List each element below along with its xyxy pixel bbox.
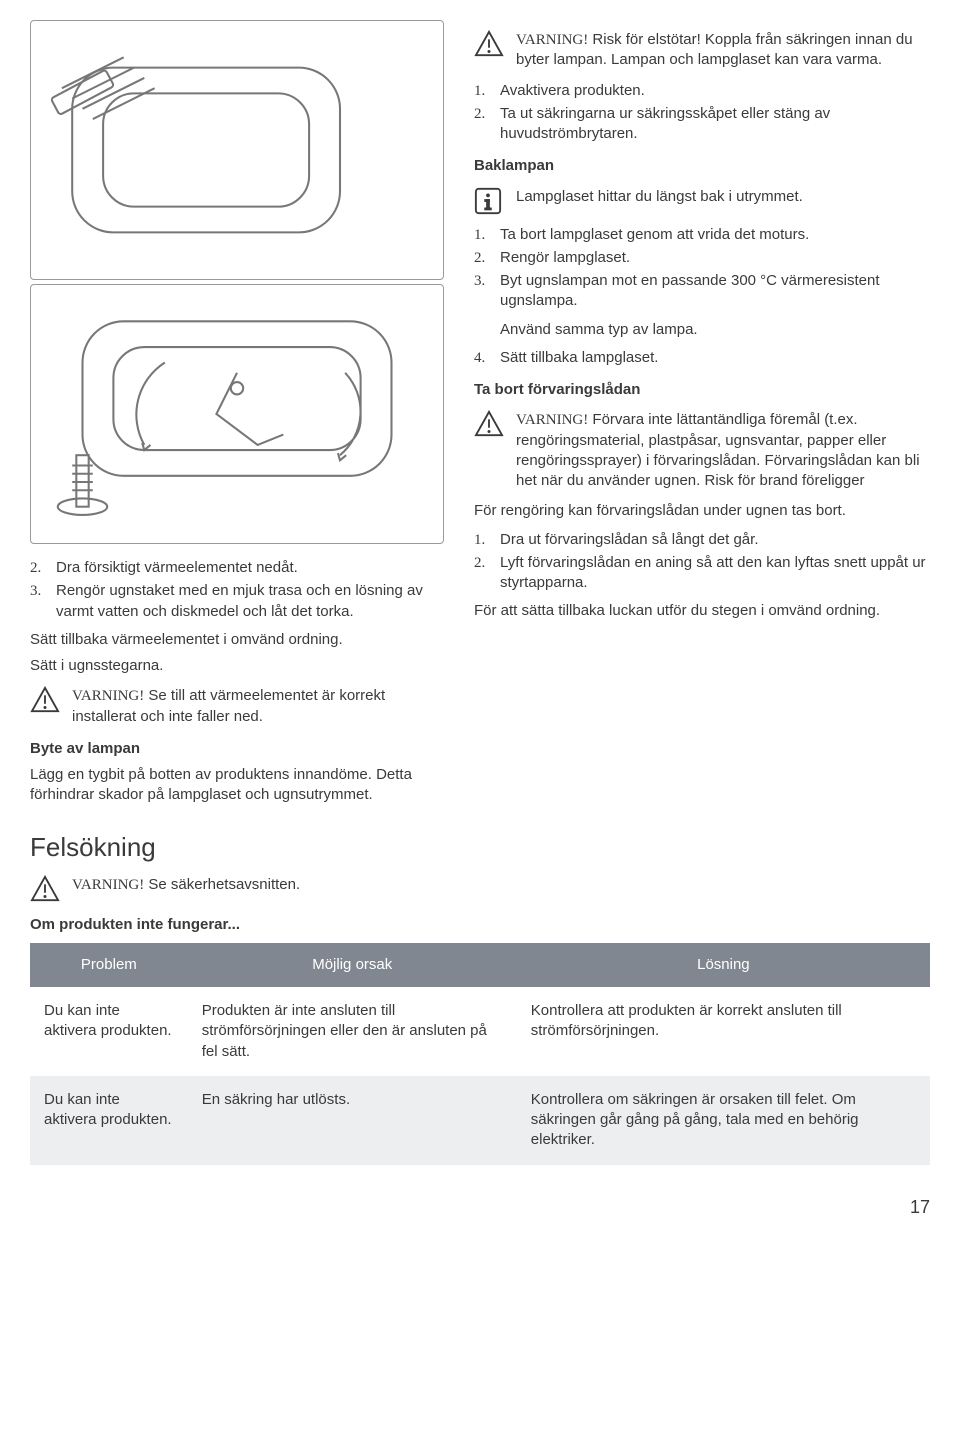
th-problem: Problem [30, 943, 188, 987]
warning-storage-drawer: VARNING! Förvara inte lättantändliga för… [474, 410, 930, 491]
heating-element-figure-2 [30, 284, 444, 544]
heading-om-produkten: Om produkten inte fungerar... [30, 915, 930, 935]
list-item: 1.Avaktivera produkten. [474, 81, 930, 101]
list-item: 1.Dra ut förvaringslådan så långt det gå… [474, 530, 930, 550]
troubleshooting-table: Problem Möjlig orsak Lösning Du kan inte… [30, 943, 930, 1165]
th-cause: Möjlig orsak [188, 943, 517, 987]
list-item: 2.Ta ut säkringarna ur säkringsskåpet el… [474, 104, 930, 145]
info-icon [474, 187, 504, 215]
two-column-layout: 2.Dra försiktigt värmeelementet nedåt. 3… [30, 20, 930, 812]
storage-para-1: För rengöring kan förvaringslådan under … [474, 501, 930, 521]
warning-see-safety: VARNING! Se säkerhetsavsnitten. [30, 875, 930, 903]
right-mid-steps-2: 4.Sätt tillbaka lampglaset. [474, 348, 930, 368]
table-row: Du kan inte aktivera produkten. Produkte… [30, 987, 930, 1076]
heading-byte-av-lampan: Byte av lampan [30, 739, 444, 759]
heating-element-figure-1 [30, 20, 444, 280]
left-column: 2.Dra försiktigt värmeelementet nedåt. 3… [30, 20, 444, 812]
list-item: 3.Byt ugnslampan mot en passande 300 °C … [474, 271, 930, 312]
heading-baklampan: Baklampan [474, 156, 930, 176]
warning-icon [474, 30, 504, 58]
heading-felsokning: Felsökning [30, 830, 930, 865]
right-mid-steps: 1.Ta bort lampglaset genom att vrida det… [474, 225, 930, 312]
warning-icon [474, 410, 504, 438]
left-steps-list: 2.Dra försiktigt värmeelementet nedåt. 3… [30, 558, 444, 622]
list-item: 4.Sätt tillbaka lampglaset. [474, 348, 930, 368]
list-item: 2.Lyft förvaringslådan en aning så att d… [474, 553, 930, 594]
right-column: VARNING! Risk för elstötar! Koppla från … [474, 20, 930, 812]
mid-para-samelamp: Använd samma typ av lampa. [474, 320, 930, 340]
info-lampglas: Lampglaset hittar du längst bak i utrymm… [474, 187, 930, 215]
th-solution: Lösning [517, 943, 930, 987]
storage-steps: 1.Dra ut förvaringslådan så långt det gå… [474, 530, 930, 594]
warning-icon [30, 686, 60, 714]
warning-electric-shock: VARNING! Risk för elstötar! Koppla från … [474, 30, 930, 71]
list-item: 2.Dra försiktigt värmeelementet nedåt. [30, 558, 444, 578]
list-item: 2.Rengör lampglaset. [474, 248, 930, 268]
list-item: 3.Rengör ugnstaket med en mjuk trasa och… [30, 581, 444, 622]
page-number: 17 [30, 1195, 930, 1219]
storage-para-2: För att sätta tillbaka luckan utför du s… [474, 601, 930, 621]
byte-paragraph: Lägg en tygbit på botten av produktens i… [30, 765, 444, 806]
table-row: Du kan inte aktivera produkten. En säkri… [30, 1076, 930, 1165]
left-para-1: Sätt tillbaka värmeelementet i omvänd or… [30, 630, 444, 650]
warning-icon [30, 875, 60, 903]
right-top-steps: 1.Avaktivera produkten. 2.Ta ut säkringa… [474, 81, 930, 145]
heading-ta-bort-forvaringsladan: Ta bort förvaringslådan [474, 380, 930, 400]
left-para-2: Sätt i ugnsstegarna. [30, 656, 444, 676]
warning-heat-element: VARNING! Se till att värmeelementet är k… [30, 686, 444, 727]
list-item: 1.Ta bort lampglaset genom att vrida det… [474, 225, 930, 245]
